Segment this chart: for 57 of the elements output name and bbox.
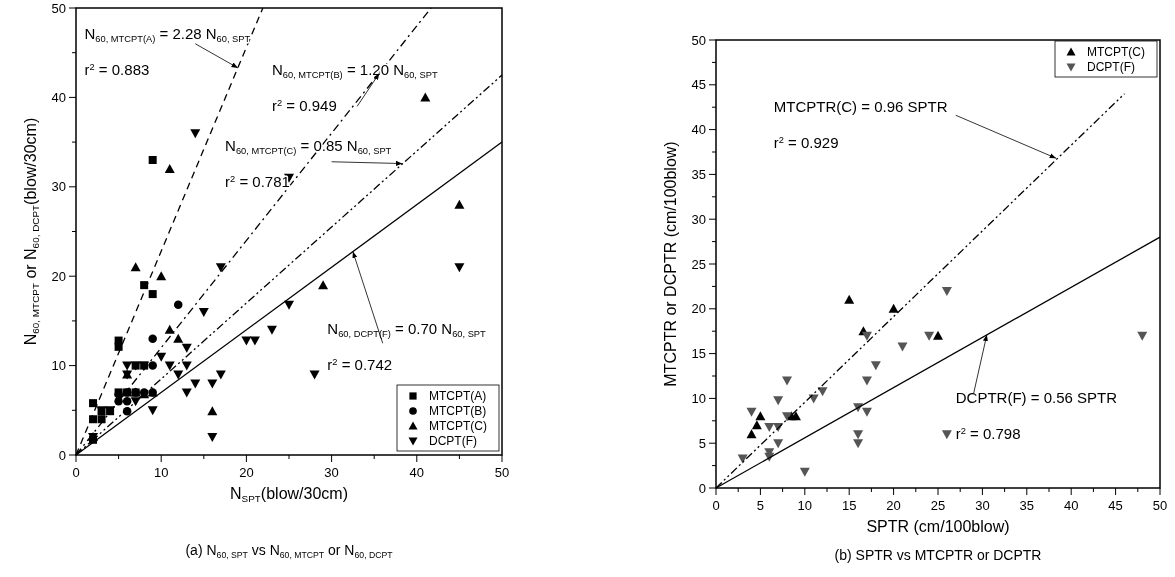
x-tick-label: 0: [712, 498, 720, 513]
x-axis-title: N$_{SPT}$(blow/30cm): [230, 485, 348, 504]
annotation: N$_{60, MTCPT(C)}$ = 0.85 N$_{60, SPT}$: [225, 137, 392, 156]
y-tick-label: 15: [691, 346, 706, 362]
annotation: r$^{2}$ = 0.883: [84, 61, 150, 79]
y-tick-label: 30: [691, 211, 706, 227]
x-tick-label: 50: [1152, 498, 1168, 513]
x-tick-label: 40: [1063, 498, 1079, 513]
x-tick-label: 35: [1019, 498, 1035, 513]
y-tick-label: 20: [691, 301, 706, 317]
x-tick-label: 25: [930, 498, 946, 513]
annotation: DCPTR(F) = 0.56 SPTR: [955, 388, 1118, 406]
x-tick-label: 15: [841, 498, 857, 513]
y-tick-label: 30: [51, 179, 66, 195]
y-tick-label: 40: [691, 122, 706, 138]
y-tick-label: 50: [691, 32, 706, 48]
x-tick-label: 40: [409, 465, 425, 480]
y-tick-label: 40: [51, 89, 66, 105]
legend-label: MTCPT(C): [1087, 45, 1145, 59]
text: (b) SPTR vs MTCPTR or DCPTR: [834, 547, 1042, 563]
legend-label: MTCPT(A): [429, 389, 487, 403]
legend-label: DCPT(F): [429, 434, 477, 448]
y-tick-label: 50: [51, 0, 66, 16]
x-tick-label: 20: [239, 465, 254, 480]
y-tick-label: 5: [698, 435, 706, 451]
x-tick-label: 5: [756, 498, 765, 513]
y-tick-label: 45: [691, 77, 706, 93]
x-axis-title: SPTR (cm/100blow): [866, 518, 1010, 535]
legend-label: MTCPT(C): [429, 419, 487, 433]
x-tick-label: 50: [494, 465, 510, 480]
y-tick-label: 35: [691, 166, 706, 182]
y-tick-label: 20: [51, 268, 66, 284]
x-tick-label: 0: [72, 465, 80, 480]
y-tick-label: 25: [691, 256, 706, 272]
annotation: r$^{2}$ = 0.949: [271, 96, 337, 114]
x-tick-label: 20: [886, 498, 901, 513]
x-tick-label: 30: [324, 465, 339, 480]
y-tick-label: 0: [58, 447, 66, 463]
annotation: N$_{60, MTCPT(A)}$ = 2.28 N$_{60, SPT}$: [84, 25, 251, 44]
x-tick-label: 10: [153, 465, 169, 480]
y-tick-label: 10: [691, 390, 706, 406]
annotation: r$^{2}$ = 0.781: [225, 172, 290, 190]
x-tick-label: 45: [1108, 498, 1123, 513]
x-tick-label: 30: [975, 498, 990, 513]
text: (a) N$_{60, SPT}$ vs N$_{60, MTCPT}$ or N$_{60, DCPT}$: [185, 542, 394, 560]
annotation: r$^{2}$ = 0.742: [327, 356, 393, 374]
x-tick-label: 10: [797, 498, 813, 513]
annotation: N$_{60, MTCPT(B)}$ = 1.20 N$_{60, SPT}$: [271, 61, 438, 80]
annotation: r$^{2}$ = 0.929: [773, 133, 839, 151]
legend-label: DCPT(F): [1087, 60, 1135, 74]
legend-label: MTCPT(B): [429, 404, 487, 418]
annotation: MTCPTR(C) = 0.96 SPTR: [773, 97, 948, 115]
annotation: r$^{2}$ = 0.798: [955, 424, 1021, 442]
y-tick-label: 0: [698, 480, 706, 496]
y-tick-label: 10: [51, 358, 66, 374]
y-axis-title: MTCPTR or DCPTR (cm/100blow): [662, 141, 679, 387]
annotation: N$_{60, DCPT(F)}$ = 0.70 N$_{60, SPT}$: [327, 320, 487, 339]
